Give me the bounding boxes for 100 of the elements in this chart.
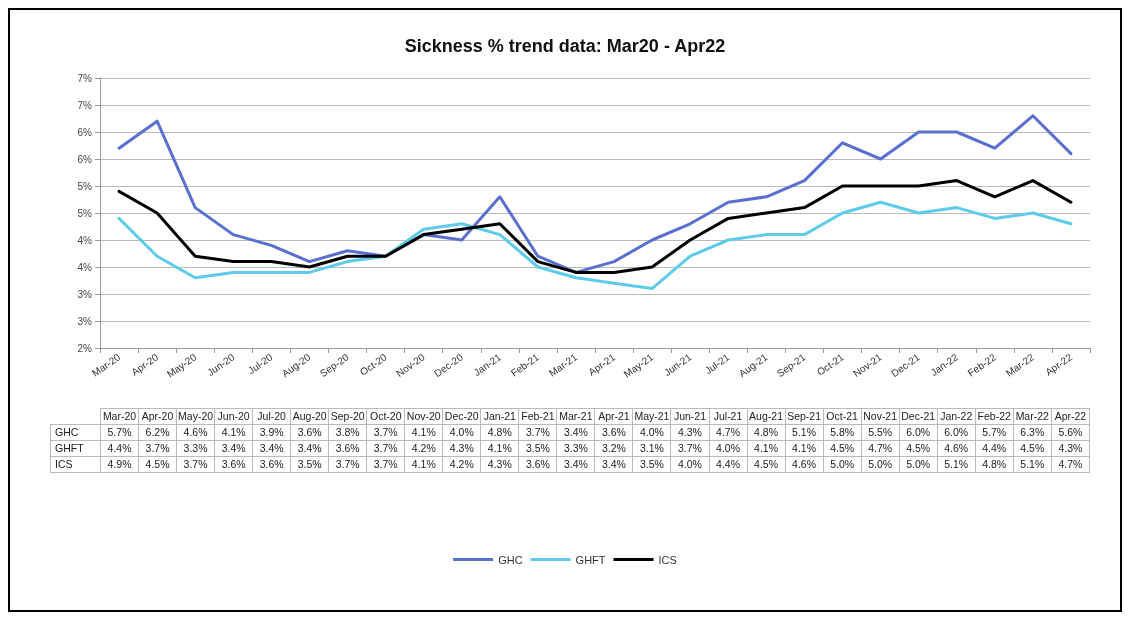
- data-label: 3.6%: [594, 424, 633, 441]
- data-label: 6.0%: [937, 424, 976, 441]
- data-label: 4.1%: [404, 424, 443, 441]
- category-label: Jul-21: [713, 410, 743, 422]
- data-label: 4.5%: [747, 456, 786, 473]
- text: GHC: [55, 426, 79, 438]
- data-label: 4.8%: [975, 456, 1014, 473]
- line-series: [117, 200, 1073, 291]
- data-label: 4.1%: [785, 440, 824, 457]
- data-label: 4.8%: [747, 424, 786, 441]
- data-label: 5.1%: [937, 456, 976, 473]
- data-label: 4.5%: [1013, 440, 1052, 457]
- data-label: 4.3%: [1051, 440, 1090, 457]
- data-label: 4.1%: [747, 440, 786, 457]
- category-label: Dec-21: [901, 410, 936, 422]
- y-tick-label: 5%: [77, 180, 93, 192]
- data-label: 4.2%: [404, 440, 443, 457]
- chart-title: Sickness % trend data: Mar20 - Apr22: [404, 36, 726, 56]
- data-label: 4.1%: [214, 424, 253, 441]
- data-label: 4.0%: [670, 456, 709, 473]
- data-label: 3.4%: [594, 456, 633, 473]
- category-label: Sep-20: [330, 410, 365, 422]
- data-label: 5.5%: [861, 424, 900, 441]
- category-label: Dec-20: [444, 410, 479, 422]
- category-label: Nov-21: [863, 410, 898, 422]
- category-label: Feb-22: [977, 410, 1011, 422]
- data-label: 3.7%: [366, 424, 405, 441]
- data-label: 4.1%: [480, 440, 519, 457]
- category-label: Aug-20: [292, 410, 327, 422]
- legend-label: ICS: [658, 553, 677, 566]
- category-label: Jan-21: [483, 410, 516, 422]
- y-tick-label: 4%: [77, 261, 93, 273]
- data-label: 3.9%: [252, 424, 291, 441]
- data-label: 4.2%: [442, 456, 481, 473]
- data-label: 5.0%: [899, 456, 938, 473]
- y-tick-label: 3%: [77, 315, 93, 327]
- data-label: 4.6%: [176, 424, 215, 441]
- data-label: 5.7%: [975, 424, 1014, 441]
- legend-label: GHFT: [575, 553, 606, 566]
- data-label: 3.7%: [366, 440, 405, 457]
- y-tick-label: 6%: [77, 126, 93, 138]
- data-label: 3.6%: [252, 456, 291, 473]
- data-label: 3.5%: [632, 456, 671, 473]
- data-label: 4.4%: [709, 456, 748, 473]
- category-label: Apr-22: [1054, 410, 1087, 422]
- data-label: 3.3%: [556, 440, 595, 457]
- data-label: 3.5%: [290, 456, 329, 473]
- category-label: May-20: [178, 410, 214, 422]
- data-label: 3.4%: [556, 456, 595, 473]
- category-label: Apr-21: [598, 410, 630, 422]
- data-label: 3.4%: [556, 424, 595, 441]
- category-label: Oct-21: [826, 410, 858, 422]
- text: GHFT: [55, 442, 84, 454]
- category-label: Jul-20: [257, 410, 286, 422]
- data-label: 4.4%: [975, 440, 1014, 457]
- data-label: 3.1%: [632, 440, 671, 457]
- data-label: 3.2%: [594, 440, 633, 457]
- data-label: 4.6%: [785, 456, 824, 473]
- data-label: 3.4%: [290, 440, 329, 457]
- data-label: 6.2%: [138, 424, 177, 441]
- data-label: 4.4%: [100, 440, 139, 457]
- y-tick-label: 4%: [77, 234, 93, 246]
- data-label: 4.7%: [709, 424, 748, 441]
- data-label: 4.5%: [138, 456, 177, 473]
- category-label: Mar-22: [1015, 410, 1049, 422]
- data-label: 3.6%: [518, 456, 557, 473]
- data-label: 4.7%: [861, 440, 900, 457]
- category-label: Jun-20: [217, 410, 250, 422]
- category-label: Sep-21: [787, 410, 821, 422]
- data-label: 4.8%: [480, 424, 519, 441]
- category-label: Nov-20: [406, 410, 441, 422]
- category-label: May-21: [634, 410, 670, 422]
- data-label: 4.3%: [442, 440, 481, 457]
- category-label: Aug-21: [749, 410, 783, 422]
- data-label: 3.6%: [328, 440, 367, 457]
- data-label: 4.3%: [480, 456, 519, 473]
- data-label: 5.1%: [785, 424, 824, 441]
- data-label: 4.7%: [1051, 456, 1090, 473]
- data-label: 4.5%: [899, 440, 938, 457]
- data-label: 4.0%: [442, 424, 481, 441]
- data-label: 5.0%: [861, 456, 900, 473]
- category-label: Mar-20: [102, 410, 137, 422]
- category-label: Jan-22: [940, 410, 973, 422]
- data-label: 3.4%: [252, 440, 291, 457]
- data-label: 6.0%: [899, 424, 938, 441]
- data-label: 4.0%: [709, 440, 748, 457]
- data-label: 5.6%: [1051, 424, 1090, 441]
- y-tick-label: 6%: [77, 153, 93, 165]
- category-label: Mar-21: [559, 410, 593, 422]
- data-label: 3.7%: [518, 424, 557, 441]
- data-label: 5.0%: [823, 456, 862, 473]
- data-label: 3.5%: [518, 440, 557, 457]
- data-label: 5.8%: [823, 424, 862, 441]
- data-label: 3.3%: [176, 440, 215, 457]
- data-label: 4.9%: [100, 456, 139, 473]
- legend-label: GHC: [498, 553, 523, 566]
- category-label: Jun-21: [673, 410, 707, 422]
- data-label: 4.5%: [823, 440, 862, 457]
- data-label: 3.4%: [214, 440, 253, 457]
- text: ICS: [55, 458, 73, 470]
